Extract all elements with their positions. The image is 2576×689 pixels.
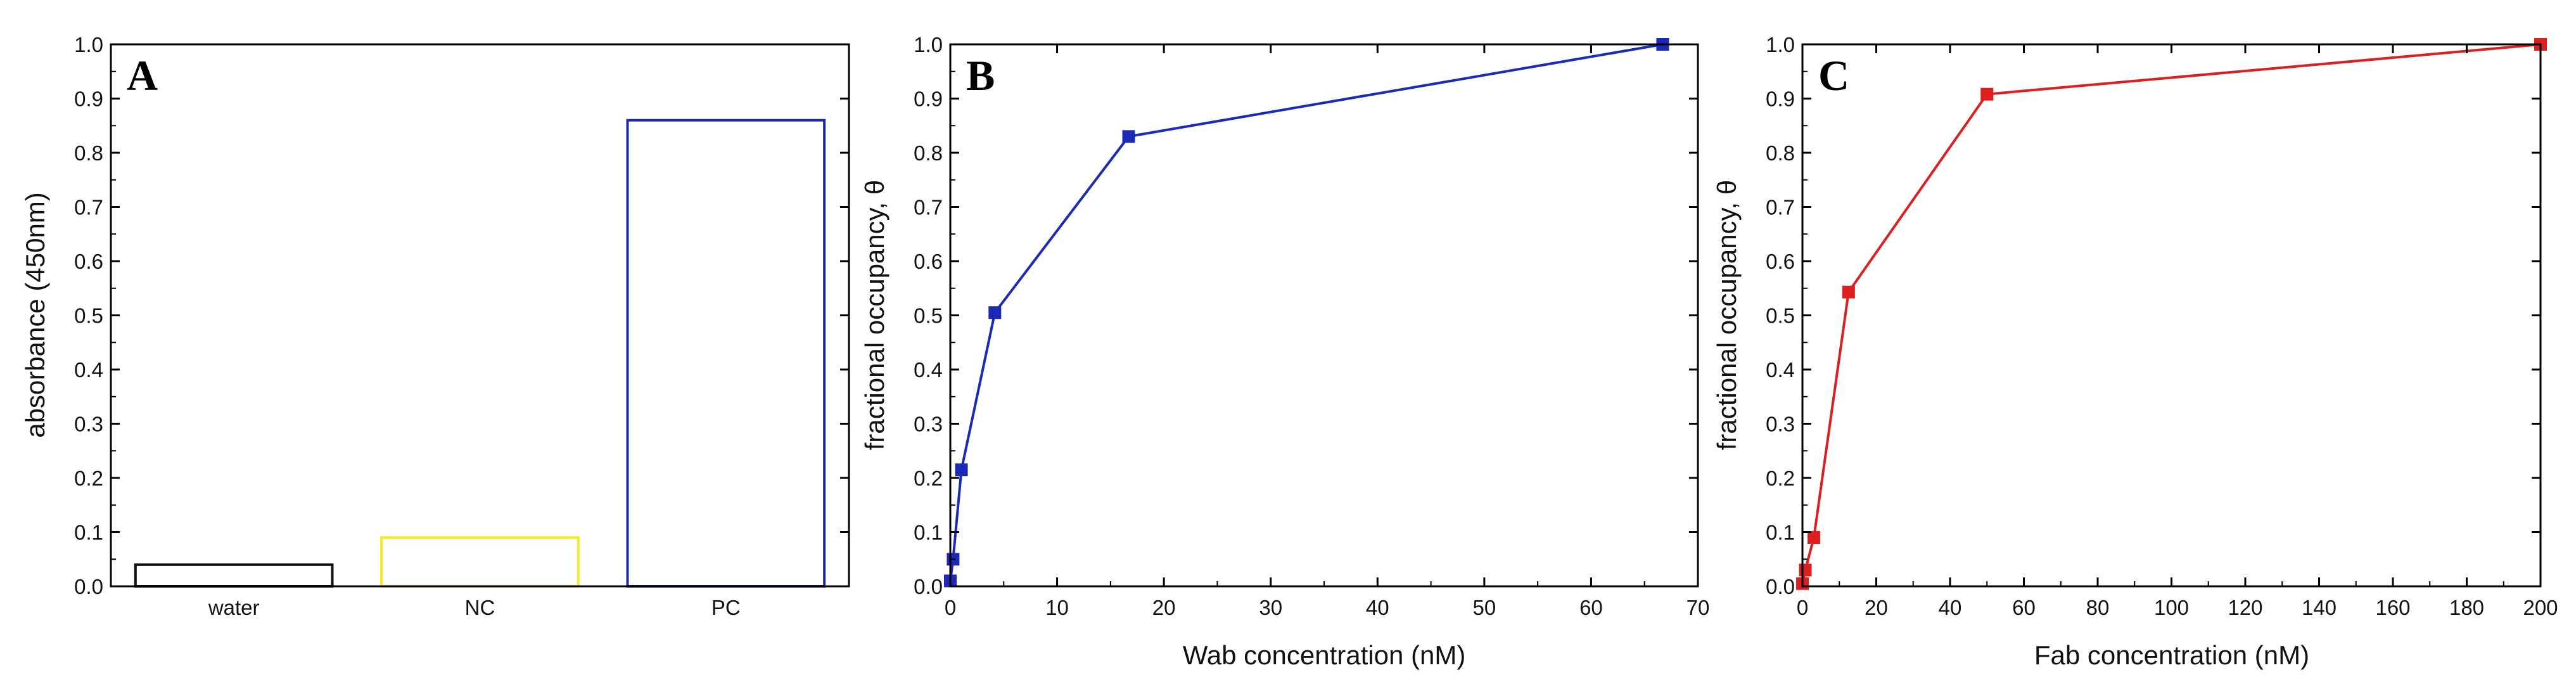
panel-a-y-ticks <box>111 43 849 588</box>
panel-c-x-tick-label-5: 100 <box>2154 596 2189 619</box>
panel-b-x-tick-label-7: 70 <box>1687 596 1710 619</box>
panel-b-y-tick-label-2: 0.2 <box>914 467 943 490</box>
panel-a-bar-nc <box>380 536 580 588</box>
panel-b-x-tick-label-4: 40 <box>1366 596 1389 619</box>
panel-b-y-tick-label-10: 1.0 <box>914 33 943 56</box>
panel-b-letter: B <box>966 51 995 100</box>
panel-b-y-tick-label-8: 0.8 <box>914 141 943 165</box>
panel-b-point-4 <box>1122 130 1135 143</box>
panel-a-y-tick-label-10: 1.0 <box>74 33 103 56</box>
panel-c-y-tick-label-4: 0.4 <box>1766 358 1795 382</box>
panel-b-x-tick-label-1: 10 <box>1045 596 1069 619</box>
panel-a-x-tick-label-2: PC <box>711 596 741 619</box>
panel-b-y-tick-label-7: 0.7 <box>914 196 943 219</box>
panel-c-y-tick-label-3: 0.3 <box>1766 413 1795 436</box>
panel-c-x-tick-label-7: 140 <box>2302 596 2337 619</box>
panel-c-y-tick-labels: 0.0 0.1 0.2 0.3 0.4 0.5 0.6 0.7 0.8 0.9 1.0 <box>1766 33 1795 598</box>
panel-a-plot-frame <box>110 43 850 588</box>
panel-a-y-tick-label-3: 0.3 <box>74 413 103 436</box>
panel-a-y-tick-label-6: 0.6 <box>74 250 103 273</box>
panel-c-y-tick-label-9: 0.9 <box>1766 87 1795 111</box>
panel-b-y-ticks <box>950 43 1698 588</box>
panel-c-y-tick-label-10: 1.0 <box>1766 33 1795 56</box>
panel-b-x-tick-label-2: 20 <box>1152 596 1176 619</box>
panel-a-x-tick-label-1: NC <box>465 596 495 619</box>
panel-c-x-tick-label-6: 120 <box>2228 596 2262 619</box>
panel-a-x-tick-labels: water NC PC <box>208 596 741 619</box>
panel-c-series-line-0 <box>1801 43 2541 584</box>
panel-c-x-tick-label-3: 60 <box>2012 596 2036 619</box>
panel-a-y-tick-labels: 0.0 0.1 0.2 0.3 0.4 0.5 0.6 0.7 0.8 0.9 1.0 <box>74 33 103 598</box>
panel-c-x-tick-label-10: 200 <box>2523 596 2558 619</box>
panel-b-x-axis-title: Wab concentration (nM) <box>1183 640 1466 670</box>
panel-c-y-axis-title: fractional occupancy, θ <box>1712 180 1742 450</box>
panel-a-y-tick-label-9: 0.9 <box>74 87 103 111</box>
panel-b-y-tick-labels: 0.0 0.1 0.2 0.3 0.4 0.5 0.6 0.7 0.8 0.9 1.0 <box>914 33 943 598</box>
panel-a-y-tick-label-2: 0.2 <box>74 467 103 490</box>
panel-c-y-tick-label-1: 0.1 <box>1766 521 1795 544</box>
panel-a-bars <box>134 119 826 588</box>
panel-b-x-tick-label-5: 50 <box>1472 596 1496 619</box>
panel-b-y-tick-label-5: 0.5 <box>914 304 943 328</box>
panel-b-series <box>944 38 1669 588</box>
panel-a-bar-water <box>134 563 334 588</box>
panel-b-x-ticks <box>949 44 1699 586</box>
panel-a-letter: A <box>127 51 158 100</box>
panel-c-y-ticks <box>1802 43 2541 588</box>
panel-c-y-tick-label-6: 0.6 <box>1766 250 1795 273</box>
panel-a-y-tick-label-0: 0.0 <box>74 575 103 598</box>
panel-b-y-tick-label-3: 0.3 <box>914 413 943 436</box>
panel-a-x-tick-label-0: water <box>208 596 260 619</box>
panel-b-point-3 <box>988 306 1002 319</box>
panel-c-point-1 <box>1799 563 1812 577</box>
panel-c-plot-frame <box>1801 43 2542 588</box>
panel-c-x-tick-label-4: 80 <box>2086 596 2110 619</box>
panel-c-y-tick-label-2: 0.2 <box>1766 467 1795 490</box>
panel-c-letter: C <box>1818 51 1849 100</box>
panel-c-point-4 <box>1980 87 1994 101</box>
panel-b-y-tick-label-1: 0.1 <box>914 521 943 544</box>
panel-a: A 0.0 0.1 0.2 0.3 0.4 0.5 0.6 0.7 0.8 0.9 1.0 wate… <box>20 33 850 619</box>
panel-c-x-tick-label-0: 0 <box>1797 596 1808 619</box>
panel-b-point-2 <box>955 463 968 477</box>
panel-a-y-tick-label-4: 0.4 <box>74 358 103 382</box>
panel-b-y-tick-label-0: 0.0 <box>914 575 943 598</box>
panel-c-x-tick-label-1: 20 <box>1865 596 1888 619</box>
panel-c-y-tick-label-0: 0.0 <box>1766 575 1795 598</box>
panel-c-point-2 <box>1808 531 1821 544</box>
panel-a-y-tick-label-8: 0.8 <box>74 141 103 165</box>
panel-c-x-tick-label-2: 40 <box>1939 596 1962 619</box>
panel-c-series <box>1796 38 2547 590</box>
panel-b-y-tick-label-4: 0.4 <box>914 358 943 382</box>
panel-a-y-axis-title: absorbance (450nm) <box>20 192 50 438</box>
panel-c-y-tick-label-8: 0.8 <box>1766 141 1795 165</box>
panel-b-x-tick-label-6: 60 <box>1579 596 1603 619</box>
panel-c-y-tick-label-7: 0.7 <box>1766 196 1795 219</box>
panel-a-y-tick-label-7: 0.7 <box>74 196 103 219</box>
panel-b-plot-frame <box>949 43 1699 588</box>
panel-c-y-tick-label-5: 0.5 <box>1766 304 1795 328</box>
panel-a-bar-pc <box>626 119 826 588</box>
panel-c-point-3 <box>1842 285 1855 299</box>
panel-a-y-tick-label-5: 0.5 <box>74 304 103 328</box>
panel-c-x-tick-label-8: 160 <box>2375 596 2410 619</box>
panel-c-x-tick-labels: 0 20 40 60 80 100 120 140 160 180 200 <box>1797 596 2558 619</box>
panel-b-y-axis-title: fractional occupancy, θ <box>860 180 889 450</box>
panel-b: B 0 10 20 30 40 50 60 70 0.00.10.20.30.40.50.60… <box>860 33 1709 670</box>
panel-b-x-tick-labels: 0 10 20 30 40 50 60 70 <box>945 596 1710 619</box>
panel-b-series-line-0 <box>949 43 1663 581</box>
panel-a-y-tick-label-1: 0.1 <box>74 521 103 544</box>
panel-b-y-tick-label-9: 0.9 <box>914 87 943 111</box>
panel-c-x-ticks <box>1801 44 2542 586</box>
panel-b-x-tick-label-0: 0 <box>945 596 956 619</box>
panel-b-y-tick-label-6: 0.6 <box>914 250 943 273</box>
panel-b-x-tick-label-3: 30 <box>1259 596 1282 619</box>
panel-c-x-axis-title: Fab concentration (nM) <box>2034 640 2309 670</box>
panel-c: C 0 20 40 60 80 100 120 140 160 180 200 0.00.10.20… <box>1712 33 2558 670</box>
panel-c-x-tick-label-9: 180 <box>2449 596 2484 619</box>
